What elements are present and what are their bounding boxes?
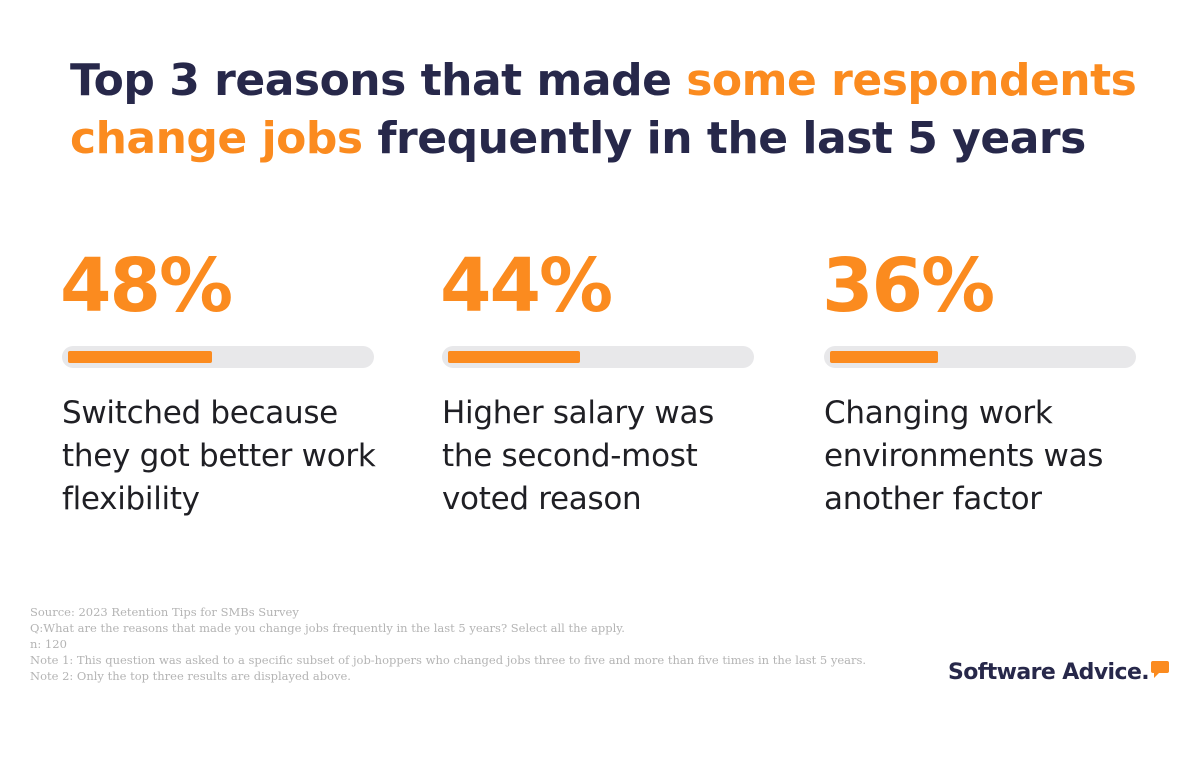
page-title: Top 3 reasons that made some respondents…: [70, 52, 1140, 168]
stat-card-3: 36% Changing work environments was anoth…: [822, 243, 1144, 517]
note-2: Note 2: Only the top three results are d…: [30, 669, 351, 683]
title-part-1: Top 3 reasons that made: [70, 55, 687, 106]
question-note: Q:What are the reasons that made you cha…: [30, 621, 625, 635]
note-1: Note 1: This question was asked to a spe…: [30, 653, 867, 667]
source-note: Source: 2023 Retention Tips for SMBs Sur…: [30, 605, 299, 619]
speech-bubble-icon: [1151, 661, 1170, 678]
title-accent: some respondents change jobs: [70, 55, 1137, 164]
progress-bar-fill: [68, 351, 212, 363]
stat-card-2: 44% Higher salary was the second-most vo…: [440, 243, 762, 517]
progress-track: [62, 346, 374, 368]
stat-card-1: 48% Switched because they got better wor…: [60, 243, 382, 517]
stat-percentage: 44%: [440, 243, 613, 329]
progress-track: [824, 346, 1136, 368]
stat-percentage: 36%: [822, 243, 995, 329]
progress-track: [442, 346, 754, 368]
progress-bar-fill: [830, 351, 938, 363]
sample-size-note: n: 120: [30, 637, 67, 651]
progress-bar-fill: [448, 351, 580, 363]
stat-percentage: 48%: [60, 243, 233, 329]
stat-description: Higher salary was the second-most voted …: [442, 395, 715, 517]
footnotes: Source: 2023 Retention Tips for SMBs Sur…: [30, 604, 910, 684]
software-advice-logo: Software Advice.: [948, 656, 1170, 690]
title-part-2: frequently in the last 5 years: [362, 113, 1086, 164]
stat-description: Switched because they got better work fl…: [62, 395, 376, 517]
stat-description: Changing work environments was another f…: [824, 395, 1104, 517]
brand-name: Software Advice.: [948, 660, 1150, 685]
